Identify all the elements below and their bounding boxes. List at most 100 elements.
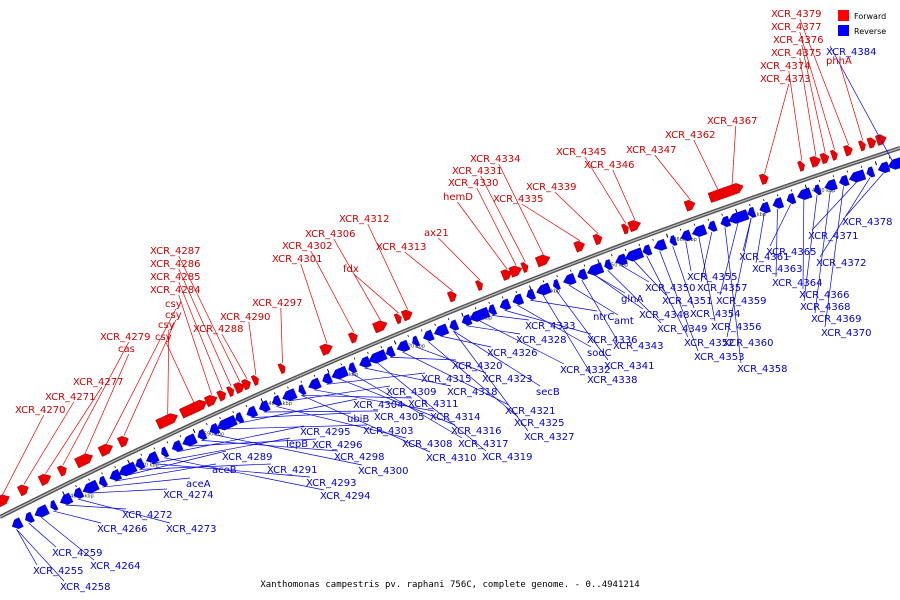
reverse-leader-line [755,213,765,264]
forward-gene-arrow [500,269,513,281]
tick-label: 4590 kbp [201,432,225,438]
reverse-leader-line [313,389,435,412]
minor-tick [570,269,572,272]
forward-leader-line [693,139,719,191]
minor-tick [75,484,77,488]
reverse-gene-label: XCR_4336 [587,335,638,346]
reverse-gene-label: XCR_4325 [514,418,565,429]
forward-gene-arrow [155,413,178,430]
reverse-leader-line [726,217,752,338]
forward-gene-label: XCR_4339 [526,182,577,193]
forward-gene-arrow [758,173,769,185]
forward-gene-arrow [319,343,333,356]
reverse-gene-label: XCR_4305 [374,412,425,423]
forward-gene-label: XCR_4367 [707,116,758,127]
forward-gene-arrow [809,156,821,168]
reverse-gene-arrow [59,492,74,505]
forward-leader-line [178,281,223,391]
reverse-gene-label: ntrC [593,312,614,323]
reverse-gene-label: XCR_4384 [826,47,877,58]
reverse-gene-arrow [669,235,678,246]
reverse-leader-line [65,504,127,510]
reverse-gene-label: XCR_4264 [90,561,141,572]
forward-gene-arrow [446,291,457,303]
reverse-gene-label: XCR_4317 [458,439,509,450]
tick-mark [665,233,669,238]
forward-leader-line [62,341,130,466]
forward-leader-line [167,329,170,416]
reverse-gene-arrow [707,220,718,232]
reverse-gene-arrow [118,461,138,477]
forward-gene-arrow [16,484,29,497]
forward-gene-label: XCR_4335 [493,194,544,205]
reverse-gene-arrow [720,215,732,228]
forward-leader-line [480,175,526,263]
reverse-leader-line [16,529,38,566]
minor-tick [88,478,90,481]
tick-label: 4620 kbp [402,343,426,349]
minor-tick [721,213,723,216]
minor-tick [624,248,627,252]
reverse-gene-label: XCR_4273 [166,524,217,535]
reverse-gene-arrow [552,279,561,290]
reverse-gene-arrow [182,433,198,447]
forward-gene-label: XCR_4331 [452,166,503,177]
reverse-leader-line [742,217,752,252]
reverse-gene-arrow [866,166,876,178]
forward-gene-label: XCR_4270 [15,405,66,416]
reverse-gene-arrow [526,288,537,300]
reverse-gene-label: XCR_4371 [808,231,859,242]
reverse-leader-line [845,172,884,217]
reverse-gene-label: XCR_4363 [752,264,803,275]
reverse-gene-label: XCR_4354 [690,309,741,320]
minor-tick [679,228,682,231]
reverse-leader-line [53,510,102,524]
reverse-leader-line [607,269,662,324]
minor-tick [232,410,234,414]
reverse-gene-arrow [461,314,473,326]
forward-gene-arrow [858,140,866,152]
forward-gene-label: XCR_4297 [252,298,303,309]
reverse-gene-arrow [848,169,867,183]
reverse-gene-arrow [258,400,271,412]
reverse-gene-arrow [396,339,411,352]
reverse-gene-arrow [615,253,628,266]
reverse-gene-label: XCR_4360 [723,338,774,349]
minor-tick [501,296,504,299]
reverse-gene-label: XCR_4370 [821,328,872,339]
minor-tick [611,254,613,257]
reverse-gene-arrow [135,457,146,470]
reverse-gene-label: XCR_4300 [358,466,409,477]
reverse-gene-arrow [813,184,822,196]
forward-gene-arrow [400,309,413,322]
reverse-gene-label: XCR_4369 [811,314,862,325]
forward-leader-line [788,70,803,161]
reverse-gene-label: XCR_4308 [402,439,453,450]
forward-gene-arrow [226,386,235,398]
reverse-gene-label: XCR_4316 [451,426,502,437]
reverse-gene-arrow [449,319,460,331]
reverse-gene-arrow [73,487,85,499]
minor-tick [153,447,156,450]
minor-tick [488,301,490,304]
forward-gene-label: csy [155,332,172,343]
tick-mark [735,208,738,213]
forward-gene-label: XCR_4374 [760,61,811,72]
reverse-leader-line [698,236,716,322]
forward-gene-arrow [347,332,358,344]
forward-leader-line [584,156,627,224]
reverse-gene-label: XCR_4315 [421,374,472,385]
tick-label: 4680 kbp [812,188,836,194]
forward-leader-line [764,83,790,174]
legend-forward-swatch [838,10,849,21]
reverse-gene-label: XCR_4310 [426,453,477,464]
reverse-gene-label: XCR_4328 [516,335,567,346]
reverse-gene-label: XCR_4294 [320,491,371,502]
forward-gene-arrow [508,265,523,278]
forward-gene-label: ax21 [424,228,449,239]
reverse-gene-label: XCR_4323 [482,374,533,385]
tick-mark [260,398,264,403]
minor-tick [340,363,342,366]
reverse-leader-line [40,516,95,561]
minor-tick [300,380,302,383]
